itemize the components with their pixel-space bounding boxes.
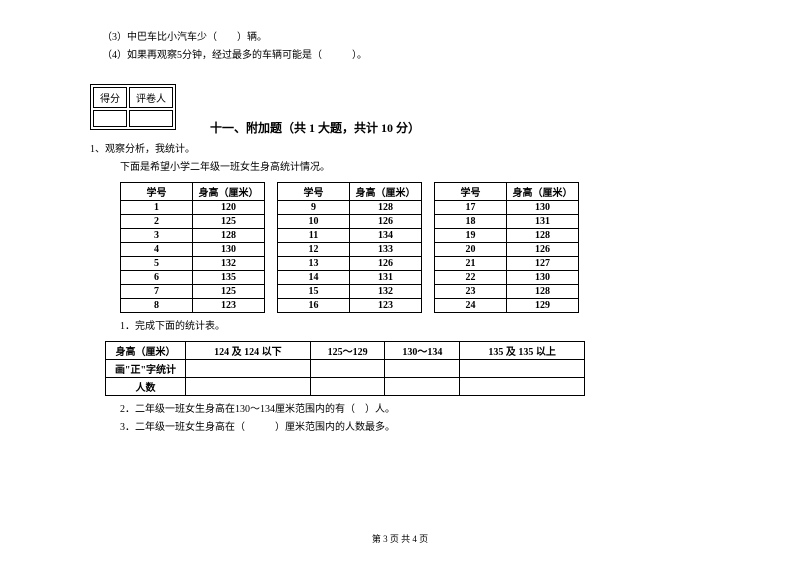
tally-label: 画"正"字统计 xyxy=(106,360,186,378)
col-id: 学号 xyxy=(278,183,350,201)
table-1: 学号身高（厘米） 1120 2125 3128 4130 5132 6135 7… xyxy=(120,182,265,313)
sub-question-2: 2．二年级一班女生身高在130～134厘米范围内的有（ ）人。 xyxy=(90,402,710,418)
count-cell xyxy=(186,378,311,396)
count-cell xyxy=(460,378,585,396)
table-3: 学号身高（厘米） 17130 18131 19128 20126 21127 2… xyxy=(434,182,579,313)
score-box: 得分 评卷人 xyxy=(90,84,176,130)
grader-cell xyxy=(129,110,173,127)
question-3: （3）中巴车比小汽车少（ ）辆。 xyxy=(90,30,710,46)
summary-h3: 125～129 xyxy=(310,342,385,360)
table-row: 1120 xyxy=(121,201,265,215)
table-row: 7125 xyxy=(121,285,265,299)
summary-table: 身高（厘米） 124 及 124 以下 125～129 130～134 135 … xyxy=(105,341,585,396)
question-4: （4）如果再观察5分钟，经过最多的车辆可能是（ ）。 xyxy=(90,48,710,64)
table-row: 8123 xyxy=(121,299,265,313)
sub-question-3: 3．二年级一班女生身高在（ ）厘米范围内的人数最多。 xyxy=(90,420,710,436)
count-cell xyxy=(310,378,385,396)
table-row: 2125 xyxy=(121,215,265,229)
score-label: 得分 xyxy=(93,87,127,108)
tally-cell xyxy=(385,360,460,378)
col-id: 学号 xyxy=(435,183,507,201)
col-id: 学号 xyxy=(121,183,193,201)
table-row: 15132 xyxy=(278,285,422,299)
summary-h2: 124 及 124 以下 xyxy=(186,342,311,360)
table-row: 23128 xyxy=(435,285,579,299)
tally-cell xyxy=(186,360,311,378)
grader-label: 评卷人 xyxy=(129,87,173,108)
problem-1: 1、观察分析，我统计。 xyxy=(90,142,710,158)
sub-question-1: 1．完成下面的统计表。 xyxy=(90,319,710,335)
table-row: 13126 xyxy=(278,257,422,271)
table-row: 18131 xyxy=(435,215,579,229)
table-row: 11134 xyxy=(278,229,422,243)
table-row: 24129 xyxy=(435,299,579,313)
table-2: 学号身高（厘米） 9128 10126 11134 12133 13126 14… xyxy=(277,182,422,313)
summary-h1: 身高（厘米） xyxy=(106,342,186,360)
table-row: 17130 xyxy=(435,201,579,215)
problem-1-desc: 下面是希望小学二年级一班女生身高统计情况。 xyxy=(90,160,710,176)
table-row: 16123 xyxy=(278,299,422,313)
table-row: 22130 xyxy=(435,271,579,285)
table-row: 12133 xyxy=(278,243,422,257)
table-row: 14131 xyxy=(278,271,422,285)
count-label: 人数 xyxy=(106,378,186,396)
table-row: 21127 xyxy=(435,257,579,271)
table-row: 4130 xyxy=(121,243,265,257)
col-height: 身高（厘米） xyxy=(507,183,579,201)
count-cell xyxy=(385,378,460,396)
col-height: 身高（厘米） xyxy=(193,183,265,201)
table-row: 3128 xyxy=(121,229,265,243)
page-footer: 第 3 页 共 4 页 xyxy=(0,532,800,545)
col-height: 身高（厘米） xyxy=(350,183,422,201)
table-row: 5132 xyxy=(121,257,265,271)
tally-cell xyxy=(310,360,385,378)
summary-h5: 135 及 135 以上 xyxy=(460,342,585,360)
tally-cell xyxy=(460,360,585,378)
table-row: 19128 xyxy=(435,229,579,243)
section-title: 十一、附加题（共 1 大题，共计 10 分） xyxy=(210,119,710,136)
score-cell xyxy=(93,110,127,127)
height-tables: 学号身高（厘米） 1120 2125 3128 4130 5132 6135 7… xyxy=(120,178,710,313)
summary-h4: 130～134 xyxy=(385,342,460,360)
table-row: 6135 xyxy=(121,271,265,285)
table-row: 20126 xyxy=(435,243,579,257)
table-row: 10126 xyxy=(278,215,422,229)
table-row: 9128 xyxy=(278,201,422,215)
